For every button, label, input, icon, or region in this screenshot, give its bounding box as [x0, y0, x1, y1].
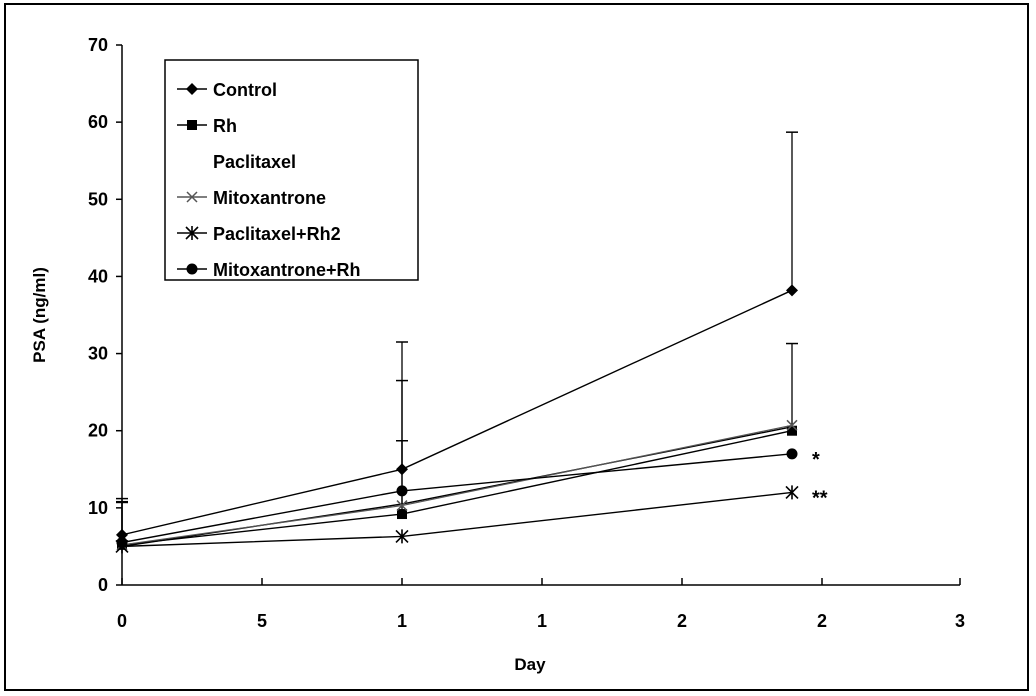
- asterisk-marker: [185, 226, 199, 240]
- x-marker: [396, 500, 408, 512]
- circle-marker: [116, 537, 128, 549]
- legend-box: [164, 59, 419, 281]
- x-axis-title: Day: [514, 655, 546, 674]
- legend-label: Paclitaxel+Rh2: [213, 224, 341, 244]
- square-marker: [397, 509, 407, 520]
- legend-label: Control: [213, 80, 277, 100]
- square-marker: [187, 120, 197, 130]
- point-mitoxantrone-rh: [116, 537, 128, 549]
- point-paclitaxel-rh2: [395, 529, 409, 544]
- diamond-marker: [786, 284, 798, 297]
- series-line-paclitaxel-rh2: [121, 491, 793, 548]
- legend-marker: [186, 83, 198, 95]
- y-tick-label: 50: [88, 189, 108, 209]
- point-mitoxantrone: [396, 500, 408, 512]
- y-tick-label: 0: [98, 575, 108, 595]
- point-mitoxantrone-rh: [786, 448, 798, 460]
- legend-marker: [187, 120, 197, 130]
- y-tick-label: 30: [88, 344, 108, 364]
- legend-marker: [186, 191, 198, 203]
- diamond-marker: [186, 83, 198, 95]
- circle-marker: [786, 448, 798, 460]
- point-control: [786, 284, 798, 297]
- x-tick-label: 1: [537, 611, 547, 631]
- point-mitoxantrone-rh: [396, 485, 408, 497]
- asterisk-marker: [785, 485, 799, 500]
- y-axis-title: PSA (ng/ml): [30, 267, 49, 363]
- x-tick-label: 1: [397, 611, 407, 631]
- y-tick-label: 70: [88, 35, 108, 55]
- legend-label: Mitoxantrone: [213, 188, 326, 208]
- x-tick-label: 2: [677, 611, 687, 631]
- y-tick-label: 60: [88, 112, 108, 132]
- point-paclitaxel-rh2: [785, 485, 799, 500]
- y-tick-label: 10: [88, 498, 108, 518]
- x-marker: [186, 191, 198, 203]
- significance-annotation: *: [812, 449, 820, 471]
- legend-marker: [186, 263, 198, 275]
- point-rh: [397, 509, 407, 520]
- series-line-rh: [121, 430, 793, 546]
- x-tick-label: 0: [117, 611, 127, 631]
- legend-label: Mitoxantrone+Rh: [213, 260, 361, 280]
- series-line-mitoxantrone-rh: [121, 453, 793, 544]
- legend-marker: [185, 226, 199, 240]
- x-tick-label: 5: [257, 611, 267, 631]
- asterisk-marker: [395, 529, 409, 544]
- y-tick-label: 40: [88, 266, 108, 286]
- point-rh: [787, 425, 797, 436]
- legend-label: Rh: [213, 116, 237, 136]
- x-marker: [786, 419, 798, 431]
- y-tick-label: 20: [88, 421, 108, 441]
- circle-marker: [396, 485, 408, 497]
- x-tick-label: 3: [955, 611, 965, 631]
- x-tick-label: 2: [817, 611, 827, 631]
- point-mitoxantrone: [786, 419, 798, 431]
- significance-annotation: **: [812, 487, 828, 509]
- circle-marker: [186, 263, 198, 275]
- series-line-control: [121, 289, 793, 536]
- square-marker: [787, 425, 797, 436]
- legend-label: Paclitaxel: [213, 152, 296, 172]
